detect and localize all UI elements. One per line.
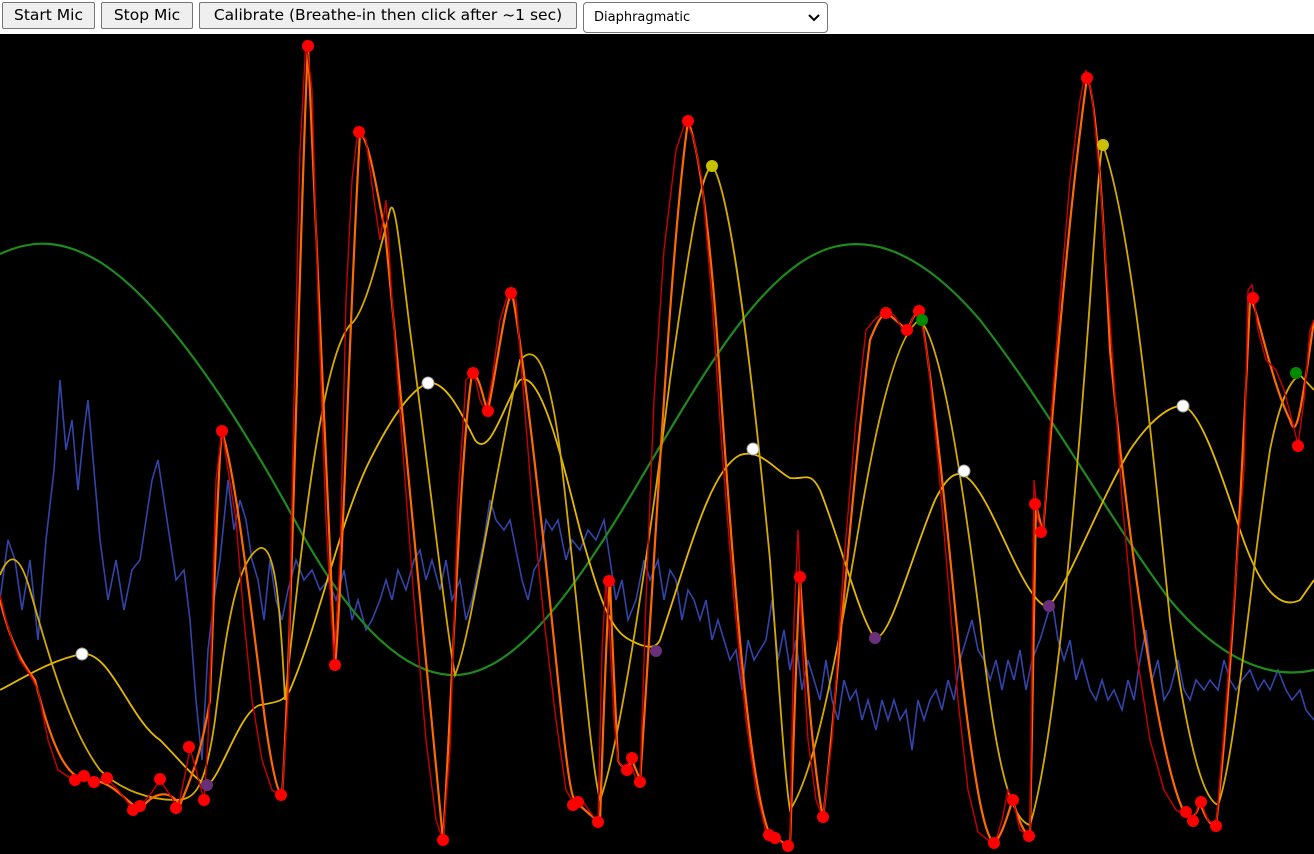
peak-marker	[1029, 498, 1041, 510]
peak-marker	[275, 789, 287, 801]
green-markers	[916, 314, 1302, 379]
spectrum-trace	[0, 379, 1314, 761]
stop-mic-button[interactable]: Stop Mic	[101, 2, 193, 29]
peak-marker	[437, 834, 449, 846]
peak-marker	[302, 40, 314, 52]
peak-marker	[782, 840, 794, 852]
purple-marker	[869, 632, 881, 644]
purple-markers	[201, 600, 1055, 791]
peak-marker	[794, 571, 806, 583]
peak-marker	[1210, 820, 1222, 832]
yellow-markers	[706, 139, 1109, 172]
peak-marker	[78, 770, 90, 782]
peak-marker	[1023, 830, 1035, 842]
peak-marker	[183, 741, 195, 753]
peak-marker	[1180, 806, 1192, 818]
white-marker	[746, 442, 760, 456]
peak-marker	[467, 367, 479, 379]
peak-marker	[626, 752, 638, 764]
purple-marker	[201, 779, 213, 791]
peak-marker	[69, 774, 81, 786]
peak-marker	[505, 287, 517, 299]
peak-marker	[1292, 440, 1304, 452]
yellow-marker	[706, 160, 718, 172]
peak-marker	[1007, 794, 1019, 806]
guide-sine-wave	[0, 242, 1314, 677]
start-mic-button[interactable]: Start Mic	[2, 2, 95, 29]
peak-marker	[1081, 72, 1093, 84]
peak-marker	[769, 832, 781, 844]
peak-marker	[1195, 796, 1207, 808]
green-marker	[1290, 367, 1302, 379]
smoothed-signal-trace	[0, 45, 1314, 848]
peak-marker	[1035, 526, 1047, 538]
breathing-mode-select[interactable]: Diaphragmatic	[583, 2, 828, 33]
peak-marker	[88, 776, 100, 788]
peak-marker	[216, 425, 228, 437]
white-marker	[421, 376, 435, 390]
white-marker	[957, 464, 971, 478]
peak-marker	[880, 307, 892, 319]
toolbar: Start Mic Stop Mic Calibrate (Breathe-in…	[0, 0, 1314, 34]
peak-marker	[682, 115, 694, 127]
white-marker	[1176, 399, 1190, 413]
peak-marker	[154, 773, 166, 785]
peak-marker	[572, 796, 584, 808]
green-marker	[916, 314, 928, 326]
chevron-down-icon	[808, 14, 820, 22]
peak-marker	[1247, 292, 1259, 304]
white-marker	[75, 647, 89, 661]
white-markers	[75, 376, 1190, 661]
peak-marker	[170, 802, 182, 814]
filtered-trace-a	[0, 378, 1314, 786]
peak-marker	[329, 659, 341, 671]
calibrate-button[interactable]: Calibrate (Breathe-in then click after ~…	[199, 2, 577, 29]
peak-marker	[817, 811, 829, 823]
yellow-marker	[1097, 139, 1109, 151]
peak-markers	[69, 40, 1304, 852]
purple-marker	[650, 645, 662, 657]
peak-marker	[482, 405, 494, 417]
peak-marker	[634, 776, 646, 788]
purple-marker	[1043, 600, 1055, 612]
peak-marker	[101, 772, 113, 784]
peak-marker	[901, 324, 913, 336]
peak-marker	[1187, 815, 1199, 827]
peak-marker	[592, 816, 604, 828]
breathing-mode-selected: Diaphragmatic	[594, 10, 691, 25]
peak-marker	[198, 794, 210, 806]
peak-marker	[603, 575, 615, 587]
peak-marker	[988, 837, 1000, 849]
peak-marker	[134, 800, 146, 812]
peak-marker	[353, 126, 365, 138]
peak-marker	[621, 764, 633, 776]
